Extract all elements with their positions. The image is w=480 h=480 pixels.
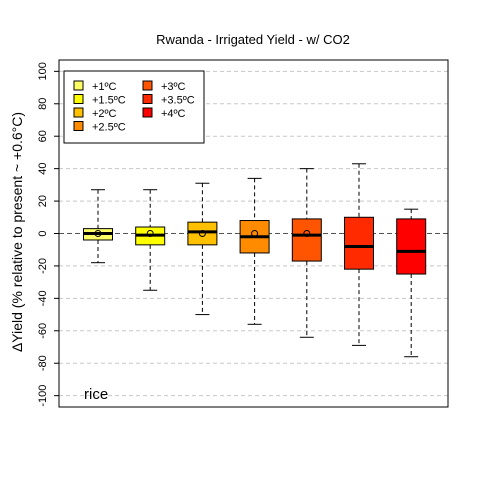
y-tick-label: -80 [37,355,49,371]
chart-title: Rwanda - Irrigated Yield - w/ CO2 [156,32,350,47]
box-group [344,163,374,346]
box-mean-marker [198,230,206,237]
legend-swatch [73,94,84,104]
y-tick-label: -60 [37,323,49,339]
box-iqr [344,216,374,270]
y-tick-label: 20 [37,195,49,207]
legend-label: +3.5ºC [161,95,195,107]
box-group [83,189,113,264]
legend-label: +3ºC [161,81,186,93]
legend-label: +2.5ºC [92,122,126,134]
legend: +1ºC +1.5ºC+2ºC +2.5ºC +3ºC +3.5ºC+4ºC [63,70,205,144]
box-mean-marker [94,230,102,237]
y-tick-label: 40 [37,163,49,175]
y-tick-label: -40 [37,290,49,306]
legend-swatch [142,94,153,104]
y-tick-label: 0 [37,230,49,236]
y-tick-label: 100 [37,62,49,80]
crop-label: rice [84,386,108,403]
y-axis-label: ΔYield (% relative to present ~ +0.6°C) [9,112,25,352]
box-group [239,177,270,325]
box-mean-marker [146,230,154,237]
legend-swatch [142,80,153,91]
legend-box [63,70,205,144]
y-tick-label: 60 [37,130,49,142]
legend-label: +2ºC [92,108,117,120]
box-group [291,168,322,338]
box-iqr [396,218,427,275]
box-mean-marker [303,230,311,237]
box-group [135,189,166,291]
legend-label: +1ºC [92,81,117,93]
box-series [83,163,427,358]
legend-swatch [73,80,84,91]
legend-label: +4ºC [161,108,186,120]
y-tick-label: -100 [37,385,49,407]
box-group [187,182,218,316]
box-mean-marker [251,230,259,237]
legend-swatch [73,121,84,131]
y-tick-label: 80 [37,98,49,110]
legend-swatch [73,107,84,118]
box-iqr [291,218,322,262]
y-axis: -100 -80 -60 -40 -20 0 20 40 60 80 100 [37,62,60,407]
y-tick-label: -20 [37,258,49,274]
box-iqr [187,221,218,246]
box-group [396,208,427,358]
legend-swatch [142,107,153,118]
legend-label: +1.5ºC [92,95,126,107]
